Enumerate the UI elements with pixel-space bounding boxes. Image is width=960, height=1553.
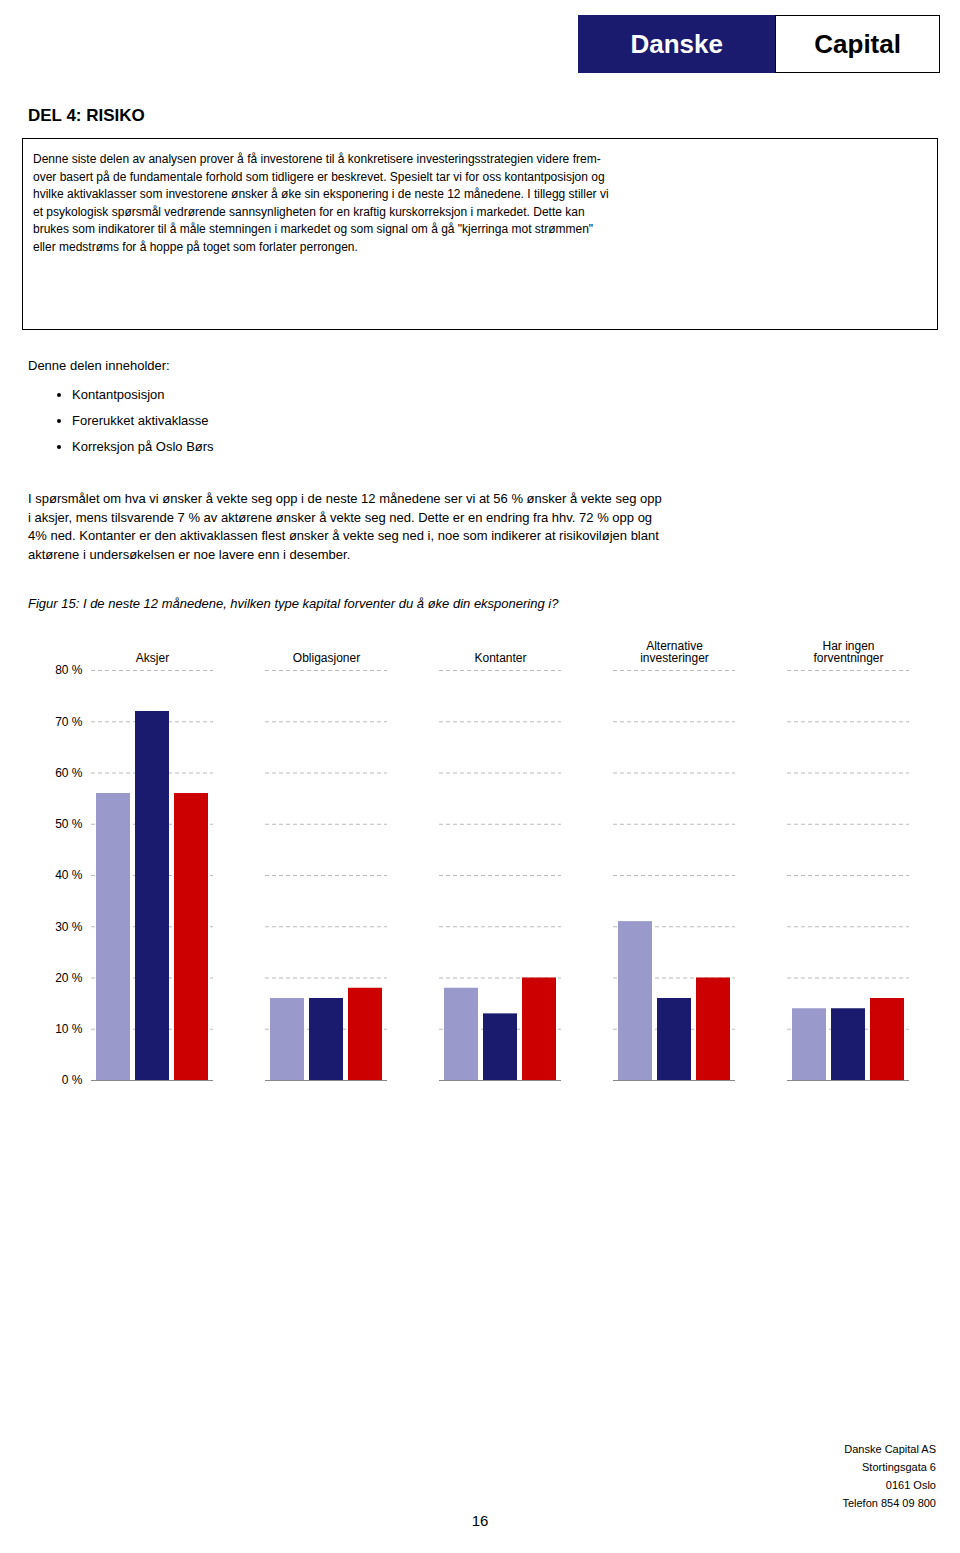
svg-text:0 %: 0 % <box>62 1073 83 1087</box>
html-text:Kontantposisjon: Kontantposisjon <box>72 387 165 402</box>
html-text:Denne delen inneholder:: Denne delen inneholder: <box>28 358 170 373</box>
svg-text:Alternativeinvesteringer: Alternativeinvesteringer <box>640 640 709 665</box>
html-text:Telefon 854 09 800: Telefon 854 09 800 <box>842 1497 936 1509</box>
svg-text:20 %: 20 % <box>55 971 83 985</box>
html-text:Korreksjon på Oslo Børs: Korreksjon på Oslo Børs <box>72 439 214 454</box>
html-text:hvilke aktivaklasser som inves: hvilke aktivaklasser som investorene øns… <box>33 187 609 201</box>
html-text:16: 16 <box>471 1512 489 1529</box>
html-text:aktørene i undersøkelsen er no: aktørene i undersøkelsen er noe lavere e… <box>28 546 351 562</box>
svg-text:10 %: 10 % <box>55 1022 83 1036</box>
html-text:DEL 4: RISIKO: DEL 4: RISIKO <box>28 106 145 125</box>
svg-text:40 %: 40 % <box>55 868 83 882</box>
html-text:i aksjer, mens tilsvarende 7 %: i aksjer, mens tilsvarende 7 % av aktøre… <box>28 509 653 525</box>
html-text:Denne siste delen av analysen: Denne siste delen av analysen prover å f… <box>33 152 601 166</box>
html-text:over basert på de fundamentale: over basert på de fundamentale forhold s… <box>33 169 605 184</box>
html-text:I spørsmålet om hva vi ønsker: I spørsmålet om hva vi ønsker å vekte se… <box>28 491 662 506</box>
html-text:Capital: Capital <box>814 28 901 59</box>
html-text:4% ned. Kontanter er den aktiv: 4% ned. Kontanter er den aktivaklassen f… <box>28 528 659 543</box>
svg-text:Aksjer: Aksjer <box>136 651 169 665</box>
svg-text:70 %: 70 % <box>55 715 83 729</box>
svg-text:60 %: 60 % <box>55 766 83 780</box>
html-text:brukes som indikatorer til å m: brukes som indikatorer til å måle stemni… <box>33 222 594 236</box>
svg-text:80 %: 80 % <box>55 663 83 677</box>
html-text:0161 Oslo: 0161 Oslo <box>885 1479 936 1491</box>
html-text:et psykologisk spørsmål vedrør: et psykologisk spørsmål vedrørende sanns… <box>33 204 585 219</box>
svg-text:30 %: 30 % <box>55 920 83 934</box>
svg-text:50 %: 50 % <box>55 817 83 831</box>
svg-text:Obligasjoner: Obligasjoner <box>293 651 360 665</box>
svg-text:Har ingenforventninger: Har ingenforventninger <box>813 640 883 665</box>
html-text:Danske: Danske <box>630 28 723 59</box>
html-text:Stortingsgata 6: Stortingsgata 6 <box>862 1461 936 1473</box>
html-text:eller medstrøms for å hoppe på: eller medstrøms for å hoppe på toget som… <box>33 239 358 254</box>
html-text:Forerukket aktivaklasse: Forerukket aktivaklasse <box>72 413 209 428</box>
html-text:Danske Capital AS: Danske Capital AS <box>844 1443 936 1455</box>
html-text:Figur 15: I de neste 12 månede: Figur 15: I de neste 12 månedene, hvilke… <box>28 596 559 611</box>
svg-text:Kontanter: Kontanter <box>474 651 526 665</box>
